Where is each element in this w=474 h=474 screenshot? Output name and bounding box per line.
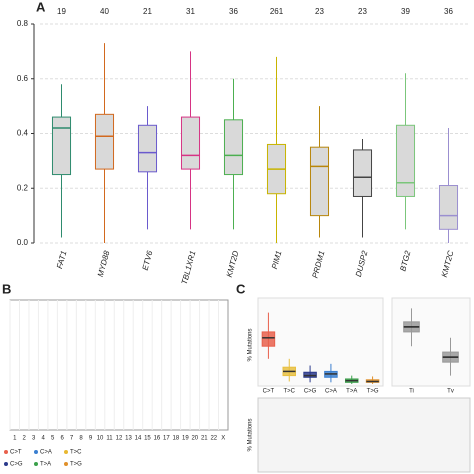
gene: PRDM1 <box>311 250 327 279</box>
box <box>395 124 416 197</box>
y-tick-label: 0.8 <box>17 19 29 28</box>
box <box>303 371 317 378</box>
x-tick-label: 18 <box>173 436 180 442</box>
legend-swatch <box>64 450 68 454</box>
box <box>438 185 459 230</box>
gene: PIM1 <box>270 250 284 270</box>
x-tick-label: 19 <box>182 436 189 442</box>
gene: BTG2 <box>398 249 412 272</box>
x-tick-label: 4 <box>42 436 46 442</box>
box <box>180 116 201 170</box>
box <box>94 113 115 170</box>
panel-label: A <box>36 0 46 14</box>
count-label: 36 <box>229 7 238 16</box>
x-tick-label: 12 <box>116 436 123 442</box>
y-tick-label: 0.0 <box>17 238 29 247</box>
x-tick-label: 9 <box>89 436 93 442</box>
count-label: 23 <box>315 7 324 16</box>
category-label: Ti <box>409 389 414 395</box>
legend-label: C>G <box>10 462 23 468</box>
count-label: 19 <box>57 7 66 16</box>
category-label: C>T <box>263 389 275 395</box>
gene: DUSP2 <box>354 249 370 278</box>
legend-swatch <box>4 450 8 454</box>
plot-frame <box>9 299 229 431</box>
legend-swatch <box>34 450 38 454</box>
x-tick-label: 15 <box>144 436 151 442</box>
x-tick-label: 3 <box>32 436 36 442</box>
gene: KMT2C <box>440 250 456 279</box>
panel-c-composition-frame <box>257 397 471 473</box>
x-tick-label: 11 <box>106 436 113 442</box>
x-tick-label: 17 <box>163 436 170 442</box>
count-label: 261 <box>270 7 284 16</box>
legend-swatch <box>34 462 38 466</box>
category-label: Tv <box>447 389 454 395</box>
box <box>137 124 158 173</box>
x-tick-label: 22 <box>210 436 217 442</box>
box <box>261 331 276 347</box>
plot-frame <box>391 297 471 387</box>
legend-label: T>G <box>70 462 82 468</box>
count-label: 31 <box>186 7 195 16</box>
x-tick-label: 20 <box>191 436 198 442</box>
y-axis-title: % Mutations <box>248 418 254 451</box>
x-tick-label: 13 <box>125 436 132 442</box>
category-label: C>A <box>325 389 337 395</box>
category-label: T>A <box>346 389 357 395</box>
count-label: 36 <box>444 7 453 16</box>
panel-label: C <box>236 281 246 296</box>
x-tick-label: 16 <box>154 436 161 442</box>
count-label: 23 <box>358 7 367 16</box>
gene: ETV6 <box>141 249 155 271</box>
box <box>223 119 244 176</box>
legend-swatch <box>64 462 68 466</box>
x-tick-label: 8 <box>79 436 83 442</box>
count-label: 39 <box>401 7 410 16</box>
legend-label: T>A <box>40 462 51 468</box>
legend-label: C>T <box>10 450 22 456</box>
legend-label: C>A <box>40 450 52 456</box>
panel-label: B <box>2 281 11 296</box>
category-label: C>G <box>304 389 317 395</box>
y-tick-label: 0.6 <box>17 74 29 83</box>
plot-frame <box>257 297 384 387</box>
x-tick-label: 14 <box>135 436 142 442</box>
box <box>352 149 373 197</box>
legend-label: T>C <box>70 450 82 456</box>
x-tick-label: X <box>221 436 225 442</box>
x-tick-label: 7 <box>70 436 74 442</box>
x-tick-label: 5 <box>51 436 55 442</box>
category-label: T>G <box>367 389 379 395</box>
gene: TBL1XR1 <box>180 250 198 286</box>
legend-swatch <box>4 462 8 466</box>
gene: FAT1 <box>55 250 68 270</box>
gene: KMT2D <box>225 250 241 279</box>
count-label: 40 <box>100 7 109 16</box>
x-tick-label: 10 <box>97 436 104 442</box>
x-tick-label: 2 <box>23 436 27 442</box>
x-tick-label: 21 <box>201 436 208 442</box>
x-tick-label: 1 <box>13 436 17 442</box>
box <box>51 116 72 176</box>
gene: MYD88 <box>96 249 112 278</box>
y-tick-label: 0.2 <box>17 183 29 192</box>
category-label: T>C <box>283 389 295 395</box>
box <box>309 146 330 217</box>
count-label: 21 <box>143 7 152 16</box>
y-axis-title: % Mutations <box>248 328 254 361</box>
y-tick-label: 0.4 <box>17 129 29 138</box>
x-tick-label: 6 <box>60 436 64 442</box>
